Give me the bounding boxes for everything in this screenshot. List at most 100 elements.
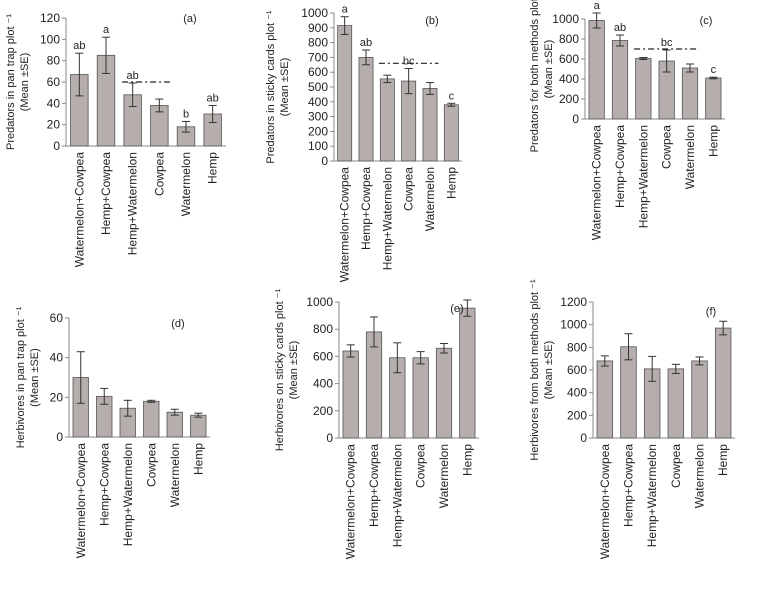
y-tick-label: 1000: [306, 295, 333, 309]
x-tick-label: Hemp: [706, 125, 720, 157]
y-tick-label: 1200: [560, 295, 587, 309]
significance-letter: ab: [207, 92, 219, 104]
x-tick-label: Watermelon: [693, 444, 707, 508]
chart-panel-5: 0 200 400 600 800 1000 Watermelon+Cowpea Hemp+C…: [274, 289, 479, 559]
x-tick-label: Watermelon: [168, 443, 182, 507]
x-tick-label: Hemp+Cowpea: [97, 443, 111, 526]
significance-letter: bc: [661, 37, 673, 49]
bar: [588, 20, 605, 120]
x-tick-label: Cowpea: [402, 167, 416, 211]
y-tick-label: 200: [559, 92, 579, 106]
bar: [190, 414, 207, 438]
y-tick-label: 0: [580, 431, 587, 445]
bar: [422, 88, 438, 162]
y-tick-label: 1000: [552, 12, 579, 26]
x-tick-label: Watermelon+Cowpea: [72, 152, 86, 268]
significance-letter: c: [711, 64, 717, 76]
y-tick-label: 300: [308, 110, 328, 124]
x-tick-label: Cowpea: [414, 444, 428, 488]
significance-letter: ab: [73, 40, 85, 52]
y-tick-label: 20: [50, 390, 64, 404]
y-tick-label: 100: [308, 139, 328, 153]
bar: [681, 67, 699, 120]
y-tick-label: 80: [47, 54, 61, 68]
x-tick-label: Watermelon+Cowpea: [598, 444, 612, 560]
x-tick-label: Hemp: [206, 152, 220, 184]
y-tick-label: 60: [50, 311, 64, 325]
y-tick-label: 200: [313, 404, 333, 418]
y-tick-label: 800: [567, 340, 587, 354]
y-tick-label: 0: [321, 154, 328, 168]
x-tick-label: Hemp+Watermelon: [126, 152, 140, 255]
significance-letter: b: [183, 108, 189, 120]
y-tick-label: 400: [313, 377, 333, 391]
significance-letter: bc: [403, 56, 415, 68]
bar: [620, 346, 637, 439]
y-tick-label: 120: [40, 11, 60, 25]
y-tick-label: 600: [559, 52, 579, 66]
y-tick-label: 400: [308, 95, 328, 109]
bar: [412, 357, 429, 439]
y-axis-label: Herbivores from both methods plot ⁻¹: [529, 279, 541, 461]
x-tick-label: Watermelon: [683, 125, 697, 189]
y-tick-label: 500: [308, 80, 328, 94]
bar: [358, 57, 374, 162]
x-tick-label: Cowpea: [144, 443, 158, 487]
chart-panel-6: 0 200 400 600 800 1000 1200 Watermelon+Cowpea He…: [529, 279, 735, 559]
x-tick-label: Hemp+Cowpea: [367, 444, 381, 527]
significance-letter: c: [449, 90, 455, 102]
y-tick-label: 600: [567, 363, 587, 377]
x-tick-label: Hemp+Watermelon: [636, 125, 650, 228]
panel-tag: (c): [700, 15, 713, 27]
y-axis-label: Predators for both methods plot ⁻¹: [529, 0, 541, 152]
bar: [435, 347, 453, 439]
panel-tag: (b): [425, 15, 438, 27]
y-tick-label: 400: [559, 72, 579, 86]
x-tick-label: Hemp+Cowpea: [622, 444, 636, 527]
y-tick-label: 200: [308, 124, 328, 138]
y-axis-label: (Mean ±SE): [543, 341, 555, 400]
y-tick-label: 600: [313, 349, 333, 363]
x-tick-label: Hemp+Cowpea: [613, 125, 627, 208]
bar: [166, 411, 183, 438]
x-tick-label: Watermelon+Cowpea: [590, 125, 604, 241]
significance-letter: ab: [127, 70, 139, 82]
bar: [143, 400, 160, 438]
chart-panel-3: 0 200 400 600 800 1000 a Watermelon+Cowpea ab Hem…: [529, 0, 725, 240]
bar: [635, 58, 652, 120]
significance-letter: ab: [614, 22, 626, 34]
y-tick-label: 800: [313, 322, 333, 336]
x-tick-label: Hemp+Cowpea: [359, 167, 373, 250]
y-tick-label: 200: [567, 408, 587, 422]
chart-panel-4: 0 20 40 60 Watermelon+Cowpea Hemp+Cowpea Hemp+…: [15, 306, 210, 558]
bar: [337, 25, 353, 162]
x-tick-label: Hemp+Cowpea: [99, 152, 113, 235]
y-axis-label: (Mean ±SE): [29, 348, 41, 407]
bar: [443, 104, 459, 162]
panel-tag: (f): [706, 306, 716, 318]
chart-panel-1: 0 20 40 60 80 100 120 ab Watermelon+Cowpea a Hemp+…: [5, 11, 226, 267]
y-axis-label: (Mean ±SE): [543, 40, 555, 99]
x-tick-label: Hemp: [191, 443, 205, 475]
y-axis-label: Herbivores on sticky cards plot ⁻¹: [274, 289, 286, 452]
y-tick-label: 40: [47, 96, 61, 110]
x-tick-label: Watermelon+Cowpea: [74, 443, 88, 559]
significance-letter: a: [342, 4, 349, 16]
panel-tag: (d): [171, 318, 184, 330]
bar: [342, 350, 359, 439]
y-tick-label: 800: [559, 32, 579, 46]
y-tick-label: 40: [50, 351, 64, 365]
y-tick-label: 800: [308, 36, 328, 50]
x-tick-label: Hemp: [444, 167, 458, 199]
bar: [714, 327, 732, 439]
y-tick-label: 20: [47, 118, 61, 132]
x-tick-label: Watermelon: [179, 152, 193, 216]
y-tick-label: 0: [572, 112, 579, 126]
y-tick-label: 0: [53, 139, 60, 153]
x-tick-label: Cowpea: [669, 444, 683, 488]
panel-tag: (e): [450, 303, 463, 315]
y-tick-label: 600: [308, 65, 328, 79]
x-tick-label: Watermelon: [437, 444, 451, 508]
y-tick-label: 60: [47, 75, 61, 89]
